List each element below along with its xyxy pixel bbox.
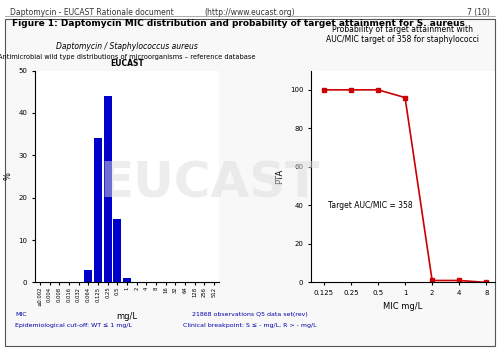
Bar: [123, 278, 131, 282]
Text: 7 (10): 7 (10): [467, 8, 490, 17]
Text: EUCAST: EUCAST: [110, 59, 144, 68]
Bar: [84, 270, 92, 282]
Text: (http://www.eucast.org): (http://www.eucast.org): [204, 8, 296, 17]
Text: EUCAST: EUCAST: [100, 160, 320, 208]
Bar: [104, 96, 112, 282]
Text: Epidemiological cut-off: WT ≤ 1 mg/L: Epidemiological cut-off: WT ≤ 1 mg/L: [15, 323, 132, 328]
Text: Figure 1: Daptomycin MIC distribution and probability of target attainment for S: Figure 1: Daptomycin MIC distribution an…: [12, 19, 466, 28]
X-axis label: MIC mg/L: MIC mg/L: [384, 301, 422, 311]
Text: Probability of target attainment with
AUC/MIC target of 358 for staphylococci: Probability of target attainment with AU…: [326, 25, 480, 44]
Text: Target AUC/MIC = 358: Target AUC/MIC = 358: [328, 201, 413, 210]
Y-axis label: %: %: [4, 173, 13, 180]
Text: Daptomycin / Staphylococcus aureus: Daptomycin / Staphylococcus aureus: [56, 42, 198, 51]
Text: 21868 observations Q5 data set(rev): 21868 observations Q5 data set(rev): [192, 312, 308, 317]
Y-axis label: PTA: PTA: [276, 169, 284, 184]
Text: Daptomycin - EUCAST Rationale document: Daptomycin - EUCAST Rationale document: [10, 8, 174, 17]
Bar: [114, 219, 121, 282]
Text: MIC: MIC: [15, 312, 26, 317]
Text: Antimicrobial wild type distributions of microorganisms – reference database: Antimicrobial wild type distributions of…: [0, 54, 256, 60]
X-axis label: mg/L: mg/L: [116, 312, 138, 321]
Bar: [94, 138, 102, 282]
Text: Clinical breakpoint: S ≤ - mg/L, R > - mg/L: Clinical breakpoint: S ≤ - mg/L, R > - m…: [183, 323, 317, 328]
